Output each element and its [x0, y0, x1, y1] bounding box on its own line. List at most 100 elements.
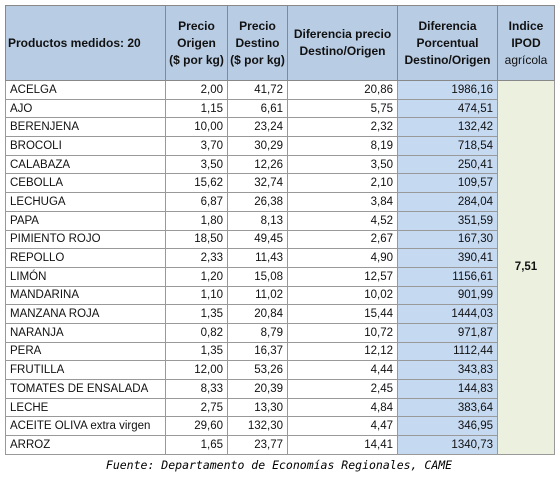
table-body: ACELGA 2,00 41,72 20,86 1986,16 7,51 AJO 1,15 6,… [5, 80, 555, 455]
value-cell: 346,95 [397, 416, 498, 437]
value-cell: 351,59 [397, 210, 498, 231]
value-cell: 2,10 [287, 173, 398, 194]
product-name: NARANJA [5, 322, 166, 343]
value-cell: 11,43 [227, 248, 288, 268]
value-cell: 383,64 [397, 397, 498, 418]
value-cell: 971,87 [397, 322, 498, 343]
value-cell: 390,41 [397, 248, 498, 268]
value-cell: 12,57 [287, 266, 398, 287]
value-cell: 1,20 [165, 266, 228, 287]
value-cell: 8,13 [227, 210, 288, 231]
table-row: LECHE 2,75 13,30 4,84 383,64 [5, 397, 555, 418]
value-cell: 29,60 [165, 416, 228, 437]
header-cell: Diferencia precio Destino/Origen [287, 5, 398, 81]
header-line: IPOD [511, 35, 541, 50]
header-line: Indice [508, 18, 544, 33]
table-row: LIMÓN 1,20 15,08 12,57 1156,61 [5, 266, 555, 287]
product-name: LIMÓN [5, 266, 166, 287]
value-cell: 1,15 [165, 98, 228, 119]
value-cell: 18,50 [165, 229, 228, 250]
value-cell: 2,75 [165, 397, 228, 418]
value-cell: 2,45 [287, 379, 398, 399]
table-header: Productos medidos: 20 Precio Origen ($ por … [5, 5, 555, 81]
value-cell: 4,47 [287, 416, 398, 437]
value-cell: 1,35 [165, 341, 228, 362]
value-cell: 49,45 [227, 229, 288, 250]
product-name: ACEITE OLIVA extra virgen [5, 416, 166, 437]
value-cell: 343,83 [397, 360, 498, 380]
table-row: BERENJENA 10,00 23,24 2,32 132,42 [5, 117, 555, 138]
header-line: ($ por kg) [230, 52, 285, 67]
value-cell: 284,04 [397, 192, 498, 212]
value-cell: 1156,61 [397, 266, 498, 287]
product-name: BERENJENA [5, 117, 166, 138]
value-cell: 167,30 [397, 229, 498, 250]
product-name: CEBOLLA [5, 173, 166, 194]
table-row: ACELGA 2,00 41,72 20,86 1986,16 7,51 [5, 80, 555, 455]
value-cell: 1112,44 [397, 341, 498, 362]
value-cell: 8,33 [165, 379, 228, 399]
value-cell: 132,30 [227, 416, 288, 437]
table-row: PIMIENTO ROJO 18,50 49,45 2,67 167,30 [5, 229, 555, 250]
value-cell: 2,00 [165, 80, 228, 100]
source-caption: Fuente: Departamento de Economías Region… [105, 458, 453, 472]
value-cell: 250,41 [397, 154, 498, 175]
value-cell: 13,30 [227, 397, 288, 418]
table-row: ARROZ 1,65 23,77 14,41 1340,73 [5, 435, 555, 455]
value-cell: 1444,03 [397, 304, 498, 324]
table-row: FRUTILLA 12,00 53,26 4,44 343,83 [5, 360, 555, 380]
value-cell: 53,26 [227, 360, 288, 380]
header-line: Precio [178, 18, 215, 33]
value-cell: 2,33 [165, 248, 228, 268]
product-name: ARROZ [5, 435, 166, 455]
table-row: CEBOLLA 15,62 32,74 2,10 109,57 [5, 173, 555, 194]
value-cell: 11,02 [227, 285, 288, 306]
header-cell: Indice IPOD agrícola [497, 5, 555, 81]
product-name: REPOLLO [5, 248, 166, 268]
product-name: CALABAZA [5, 154, 166, 175]
header-row: Productos medidos: 20 Precio Origen ($ por … [5, 5, 555, 81]
value-cell: 144,83 [397, 379, 498, 399]
header-line: ($ por kg) [169, 52, 224, 67]
value-cell: 4,44 [287, 360, 398, 380]
table-row: ACEITE OLIVA extra virgen 29,60 132,30 4,47… [5, 416, 555, 437]
header-line: Porcentual [416, 35, 479, 50]
value-cell: 1340,73 [397, 435, 498, 455]
product-name: ACELGA [5, 80, 166, 100]
value-cell: 1,35 [165, 304, 228, 324]
value-cell: 15,62 [165, 173, 228, 194]
value-cell: 10,72 [287, 322, 398, 343]
product-name: TOMATES DE ENSALADA [5, 379, 166, 399]
value-cell: 26,38 [227, 192, 288, 212]
value-cell: 15,08 [227, 266, 288, 287]
product-name: PIMIENTO ROJO [5, 229, 166, 250]
product-name: FRUTILLA [5, 360, 166, 380]
value-cell: 12,00 [165, 360, 228, 380]
product-name: PAPA [5, 210, 166, 231]
header-line: Destino [235, 35, 280, 50]
value-cell: 3,84 [287, 192, 398, 212]
value-cell: 32,74 [227, 173, 288, 194]
header-line: Productos medidos: 20 [8, 35, 141, 50]
header-line: Precio [239, 18, 276, 33]
product-name: MANZANA ROJA [5, 304, 166, 324]
value-cell: 4,84 [287, 397, 398, 418]
value-cell: 23,77 [227, 435, 288, 455]
product-name: AJO [5, 98, 166, 119]
value-cell: 20,39 [227, 379, 288, 399]
table-row: MANZANA ROJA 1,35 20,84 15,44 1444,03 [5, 304, 555, 324]
product-name: LECHE [5, 397, 166, 418]
header-line: Origen [177, 35, 216, 50]
value-cell: 2,32 [287, 117, 398, 138]
value-cell: 6,87 [165, 192, 228, 212]
header-line: Destino/Origen [404, 52, 491, 67]
value-cell: 109,57 [397, 173, 498, 194]
value-cell: 23,24 [227, 117, 288, 138]
value-cell: 3,50 [165, 154, 228, 175]
table-row: PAPA 1,80 8,13 4,52 351,59 [5, 210, 555, 231]
table-row: CALABAZA 3,50 12,26 3,50 250,41 [5, 154, 555, 175]
table-row: LECHUGA 6,87 26,38 3,84 284,04 [5, 192, 555, 212]
value-cell: 20,84 [227, 304, 288, 324]
header-cell: Diferencia Porcentual Destino/Origen [397, 5, 498, 81]
